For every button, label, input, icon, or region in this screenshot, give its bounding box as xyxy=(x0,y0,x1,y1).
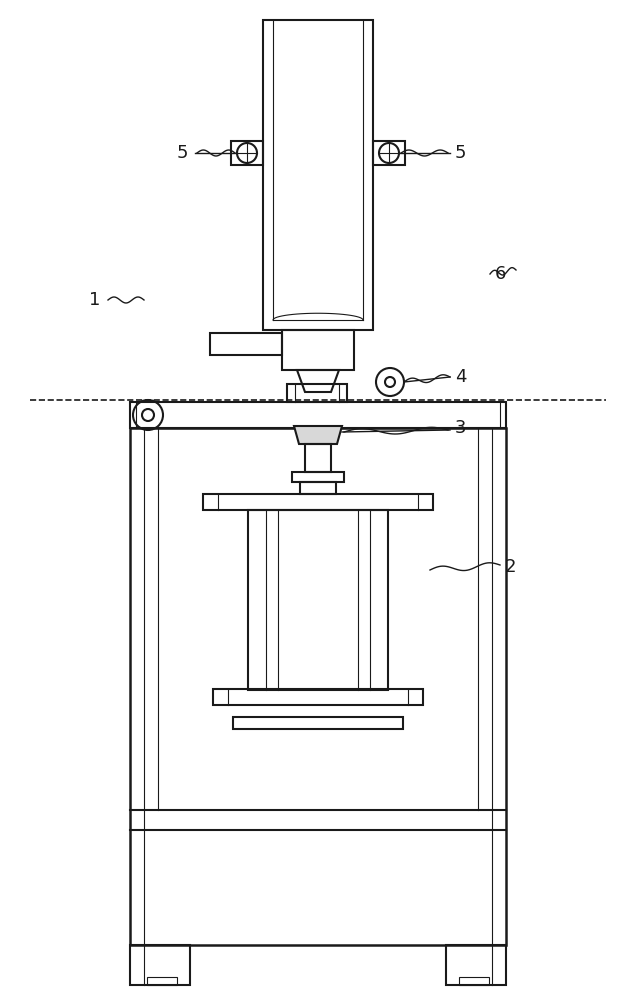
Bar xyxy=(300,482,336,494)
Bar xyxy=(213,689,423,705)
Bar xyxy=(210,333,282,355)
Text: 6: 6 xyxy=(495,265,506,283)
Bar xyxy=(292,472,344,482)
Bar xyxy=(373,141,405,165)
Bar xyxy=(130,428,506,945)
Bar xyxy=(203,494,433,510)
Text: 3: 3 xyxy=(455,419,466,437)
Text: 2: 2 xyxy=(505,558,516,576)
Bar xyxy=(305,444,331,472)
Bar xyxy=(231,141,263,165)
Bar xyxy=(263,20,373,330)
Bar xyxy=(446,945,506,985)
Text: 1: 1 xyxy=(88,291,100,309)
Text: 5: 5 xyxy=(455,144,466,162)
Bar xyxy=(248,510,388,690)
Polygon shape xyxy=(294,426,342,444)
Text: 5: 5 xyxy=(177,144,188,162)
Bar xyxy=(233,717,403,729)
Bar xyxy=(282,330,354,370)
Bar xyxy=(147,977,177,985)
Text: 4: 4 xyxy=(455,368,466,386)
Bar xyxy=(459,977,489,985)
Bar xyxy=(130,402,506,428)
Bar xyxy=(287,384,347,402)
Bar xyxy=(130,945,190,985)
